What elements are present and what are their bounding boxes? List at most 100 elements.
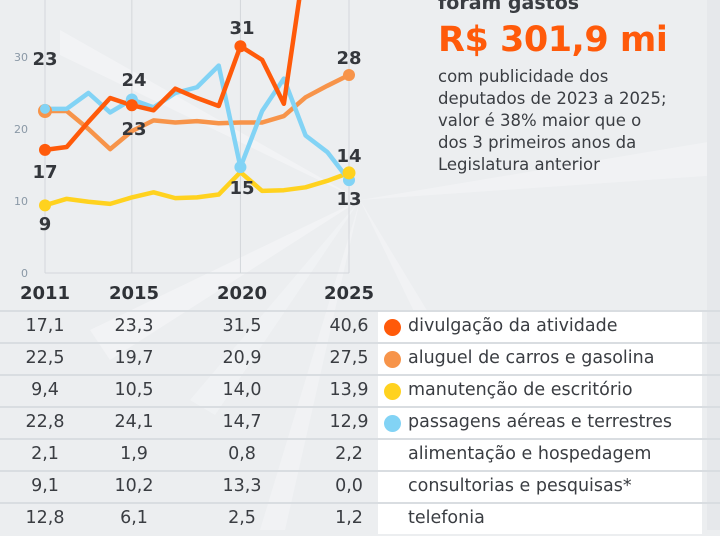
legend-label: telefonia <box>408 508 485 528</box>
y-tick-label: 10 <box>14 195 28 208</box>
table-cell-2020: 14,0 <box>222 380 262 400</box>
point-label-orange_2011: 23 <box>32 49 57 70</box>
y-axis-labels: 0 10 20 30 <box>14 51 28 280</box>
table-cell-2025: 13,9 <box>329 380 369 400</box>
ray <box>90 200 360 360</box>
series-line-2 <box>42 169 352 208</box>
column-header-2011: 2011 <box>19 283 71 304</box>
description-line: valor é 38% maior que o <box>438 111 642 130</box>
table-cell-2020: 13,3 <box>222 476 262 496</box>
ray <box>260 200 360 530</box>
table-row: 2,1 1,9 0,8 2,2 alimentação e hospedagem <box>0 438 720 472</box>
point-label-red_2015: 23 <box>121 119 146 140</box>
point-label-blue_2025: 13 <box>336 189 361 210</box>
table-cell-2020: 31,5 <box>222 316 262 336</box>
legend-item: passagens aéreas e terrestres <box>378 408 702 438</box>
legend-item: divulgação da atividade <box>378 312 702 342</box>
legend-label: passagens aéreas e terrestres <box>408 412 673 432</box>
series-line-0 <box>42 0 302 153</box>
legend-dot-icon <box>384 415 401 432</box>
line-chart: 0 10 20 30 23 17 9 24 23 31 15 28 14 13 <box>14 0 362 280</box>
table-cell-2025: 0,0 <box>335 476 363 496</box>
table-cell-2011: 9,4 <box>31 380 59 400</box>
table-row: 22,5 19,7 20,9 27,5 aluguel de carros e gaso… <box>0 342 720 376</box>
legend-dot-icon <box>384 383 401 400</box>
total-amount: R$ 301,9 mi <box>438 20 668 60</box>
table-cell-2025: 27,5 <box>329 348 369 368</box>
table-cell-2020: 2,5 <box>228 508 256 528</box>
table-cell-2011: 9,1 <box>31 476 59 496</box>
point-label-yellow_2011: 9 <box>39 214 52 235</box>
legend-dot-icon <box>384 351 401 368</box>
series-line-1 <box>42 72 352 152</box>
table-cell-2015: 23,3 <box>114 316 154 336</box>
description-line: dos 3 primeiros anos da <box>438 133 637 152</box>
table-cell-2011: 17,1 <box>25 316 65 336</box>
data-point-marker <box>39 143 51 156</box>
y-tick-label: 20 <box>14 123 28 136</box>
table-cell-2015: 6,1 <box>120 508 148 528</box>
data-point-marker <box>234 40 247 53</box>
table-cell-2025: 12,9 <box>329 412 369 432</box>
point-label-red_2011: 17 <box>32 162 57 183</box>
table-row: 9,4 10,5 14,0 13,9 manutenção de escritório <box>0 374 720 408</box>
description-line: com publicidade dos <box>438 67 609 86</box>
column-header-2025: 2025 <box>323 283 375 304</box>
table-cell-2015: 10,2 <box>114 476 154 496</box>
point-label-yellow_2025: 14 <box>336 146 361 167</box>
data-point-marker <box>125 99 138 112</box>
legend-label: consultorias e pesquisas* <box>408 476 632 496</box>
chart-lines <box>38 0 356 212</box>
table-cell-2020: 20,9 <box>222 348 262 368</box>
chart-grid <box>44 0 350 274</box>
data-point-marker <box>234 161 247 174</box>
data-point-marker <box>39 199 51 212</box>
point-label-blue_2020: 15 <box>229 178 254 199</box>
data-point-marker <box>40 103 50 114</box>
legend-item: aluguel de carros e gasolina <box>378 344 702 374</box>
y-tick-label: 30 <box>14 51 28 64</box>
legend-label: manutenção de escritório <box>408 380 633 400</box>
table-cell-2025: 2,2 <box>335 444 363 464</box>
point-label-red_2020: 31 <box>229 18 254 39</box>
legend-label: divulgação da atividade <box>408 316 618 336</box>
table-cell-2015: 10,5 <box>114 380 154 400</box>
table-row: 12,8 6,1 2,5 1,2 telefonia <box>0 502 720 536</box>
table-row: 22,8 24,1 14,7 12,9 passagens aéreas e terre… <box>0 406 720 440</box>
description: com publicidade dos deputados de 2023 a … <box>438 66 720 176</box>
data-point-marker <box>342 166 356 180</box>
right-edge-band <box>707 0 720 530</box>
table-cell-2015: 24,1 <box>114 412 154 432</box>
legend-item: manutenção de escritório <box>378 376 702 406</box>
table-row: 9,1 10,2 13,3 0,0 consultorias e pesquisas* <box>0 470 720 504</box>
table-cell-2020: 0,8 <box>228 444 256 464</box>
table-cell-2011: 22,5 <box>25 348 65 368</box>
column-header-2015: 2015 <box>108 283 160 304</box>
point-labels: 23 17 9 24 23 31 15 28 14 13 <box>32 18 361 235</box>
legend-item: consultorias e pesquisas* <box>378 472 702 502</box>
series-line-3 <box>42 63 352 183</box>
ray <box>60 30 360 200</box>
legend-label: alimentação e hospedagem <box>408 444 652 464</box>
table-cell-2015: 19,7 <box>114 348 154 368</box>
table-cell-2025: 40,6 <box>329 316 369 336</box>
ray <box>360 140 720 200</box>
legend-item: alimentação e hospedagem <box>378 440 702 470</box>
point-label-blue_2015: 24 <box>121 70 146 91</box>
description-line: Legislatura anterior <box>438 155 600 174</box>
y-tick-label: 0 <box>21 267 28 280</box>
table-cell-2025: 1,2 <box>335 508 363 528</box>
table-cell-2011: 2,1 <box>31 444 59 464</box>
column-header-2020: 2020 <box>216 283 268 304</box>
legend-label: aluguel de carros e gasolina <box>408 348 655 368</box>
legend-item: telefonia <box>378 504 702 534</box>
table-cell-2011: 22,8 <box>25 412 65 432</box>
table-row: 17,1 23,3 31,5 40,6 divulgação da atividade <box>0 310 720 344</box>
ray <box>190 200 360 415</box>
table-cell-2011: 12,8 <box>25 508 65 528</box>
table-cell-2020: 14,7 <box>222 412 262 432</box>
spent-label: foram gastos <box>438 0 580 14</box>
point-label-orange_2025: 28 <box>336 48 361 69</box>
table-cell-2015: 1,9 <box>120 444 148 464</box>
legend-dot-icon <box>384 319 401 336</box>
